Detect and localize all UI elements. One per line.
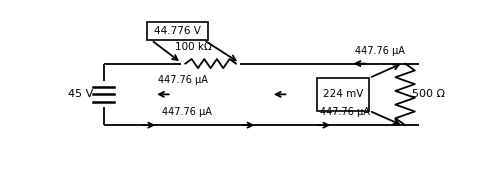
Text: 45 V: 45 V <box>68 89 93 99</box>
Text: 100 kΩ: 100 kΩ <box>174 42 211 52</box>
Text: 447.76 μA: 447.76 μA <box>354 46 404 56</box>
Bar <box>147 22 207 40</box>
Bar <box>316 78 368 111</box>
Text: 447.76 μA: 447.76 μA <box>158 75 207 85</box>
Text: 44.776 V: 44.776 V <box>154 26 200 36</box>
Text: 447.76 μA: 447.76 μA <box>319 107 369 117</box>
Text: 224 mV: 224 mV <box>322 89 362 99</box>
Text: 500 Ω: 500 Ω <box>411 89 444 99</box>
Text: 447.76 μA: 447.76 μA <box>162 107 211 117</box>
